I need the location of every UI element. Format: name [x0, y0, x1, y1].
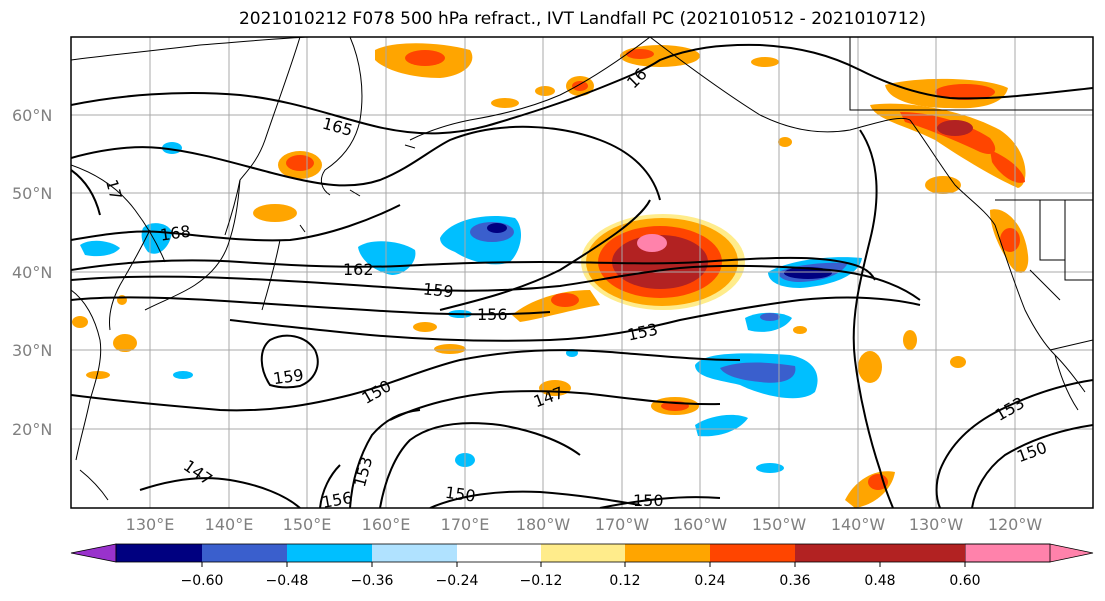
- contour-label: 156: [477, 305, 508, 324]
- colorbar-segment: [880, 544, 965, 562]
- contour-label: 150: [444, 483, 477, 506]
- negative-patch-south: [695, 312, 818, 473]
- latitude-labels: 60°N 50°N 40°N 30°N 20°N: [12, 106, 52, 439]
- contour-east-loop: [852, 129, 894, 508]
- colorbar-tick-label: −0.36: [351, 573, 394, 589]
- coastline-bc: [909, 119, 996, 226]
- colorbar-segment: [541, 544, 625, 562]
- lon-label: 160°E: [362, 515, 411, 534]
- colorbar: −0.60 −0.48 −0.36 −0.24 −0.12 0.12 0.24 …: [70, 543, 1094, 589]
- longitude-labels: 130°E 140°E 150°E 160°E 170°E 180°W 170°…: [126, 515, 1043, 534]
- colorbar-segment: [372, 544, 457, 562]
- lon-label: 140°W: [831, 515, 886, 534]
- contour-162: [71, 256, 876, 281]
- contour-label: 168: [159, 222, 192, 245]
- positive-patch-north: [253, 43, 792, 222]
- colorbar-segment: [116, 544, 202, 562]
- lon-label: 170°W: [595, 515, 650, 534]
- contour-147: [389, 390, 721, 421]
- contour-east-153: [935, 379, 1093, 508]
- colorbar-ticks: [201, 562, 966, 567]
- contour-147b: [139, 477, 301, 508]
- coastline-islands: [261, 144, 416, 311]
- coastline-okhotsk: [224, 37, 301, 236]
- lon-label: 130°W: [909, 515, 964, 534]
- lon-label: 150°W: [752, 515, 807, 534]
- contour-159b: [260, 334, 319, 389]
- contour-168b: [71, 204, 401, 242]
- coastline-alaska: [409, 37, 651, 141]
- lat-label: 30°N: [12, 341, 52, 360]
- contour-label: 159: [422, 279, 454, 301]
- lat-label: 20°N: [12, 420, 52, 439]
- contour-159: [71, 264, 921, 301]
- lon-label: 130°E: [126, 515, 175, 534]
- lon-label: 180°W: [516, 515, 571, 534]
- contour-150b: [379, 422, 581, 508]
- coastline-alaska-south: [649, 37, 911, 133]
- colorbar-tick-label: −0.60: [181, 573, 224, 589]
- coastline-asia-north: [71, 37, 311, 61]
- lon-label: 160°W: [673, 515, 728, 534]
- contour-central-loop: [439, 199, 651, 311]
- lat-label: 60°N: [12, 106, 52, 125]
- contour-168: [71, 125, 661, 201]
- colorbar-tick-label: 0.36: [779, 573, 810, 589]
- colorbar-frame: [115, 543, 1051, 563]
- lat-label: 50°N: [12, 184, 52, 203]
- positive-patch-northeast: [870, 78, 1029, 273]
- coastline-baja: [1054, 354, 1079, 411]
- colorbar-segment: [287, 544, 372, 562]
- lat-label: 40°N: [12, 263, 52, 282]
- border-mexico: [1049, 339, 1093, 351]
- contour-156: [71, 296, 551, 316]
- colorbar-segment: [795, 544, 880, 562]
- contour-150: [71, 349, 741, 412]
- plot-frame: [70, 36, 1094, 509]
- colorbar-segment: [710, 544, 795, 562]
- contour-153: [229, 296, 921, 342]
- colorbar-tick-label: −0.48: [266, 573, 309, 589]
- lon-label: 150°E: [283, 515, 332, 534]
- negative-patch-central-west: [440, 216, 522, 265]
- contour-label: 17: [102, 177, 126, 202]
- lon-label: 120°W: [988, 515, 1043, 534]
- coastline-philippines: [79, 469, 109, 501]
- colorbar-tick-labels: −0.60 −0.48 −0.36 −0.24 −0.12 0.12 0.24 …: [181, 573, 981, 589]
- contour-156b: [319, 464, 341, 508]
- colorbar-extend-right: [964, 543, 1094, 563]
- colorbar-tick-label: 0.48: [864, 573, 895, 589]
- coastline-asia-east: [71, 164, 166, 263]
- colorbar-tick-label: 0.12: [609, 573, 640, 589]
- colorbar-tick-label: 0.60: [949, 573, 980, 589]
- contour-east-150: [971, 424, 1093, 508]
- coastline-korea: [109, 229, 151, 331]
- colorbar-segment: [457, 544, 541, 562]
- coastline-uswest: [994, 224, 1086, 393]
- contour-label: 162: [343, 260, 374, 279]
- graticule: [71, 37, 1093, 508]
- border-canada: [849, 37, 1093, 111]
- contour-150c: [429, 490, 641, 508]
- coastline-china: [71, 289, 102, 461]
- colorbar-tick-label: −0.12: [520, 573, 563, 589]
- lon-label: 140°E: [205, 515, 254, 534]
- colorbar-segment: [202, 544, 287, 562]
- contour-west-17: [71, 169, 101, 216]
- height-contours: [71, 43, 1093, 508]
- contour-label: 159: [272, 365, 305, 388]
- colorbar-segment: [625, 544, 710, 562]
- contour-150d: [599, 496, 721, 508]
- contour-165: [71, 43, 1093, 135]
- lon-label: 170°E: [441, 515, 490, 534]
- contour-label: 150: [633, 491, 664, 510]
- contour-153b: [349, 409, 421, 508]
- colorbar-tick-label: −0.24: [436, 573, 479, 589]
- state-borders: [1029, 200, 1093, 301]
- colorbar-extend-left: [70, 543, 117, 563]
- map-title: 2021010212 F078 500 hPa refract., IVT La…: [238, 9, 926, 29]
- colorbar-tick-label: 0.24: [694, 573, 725, 589]
